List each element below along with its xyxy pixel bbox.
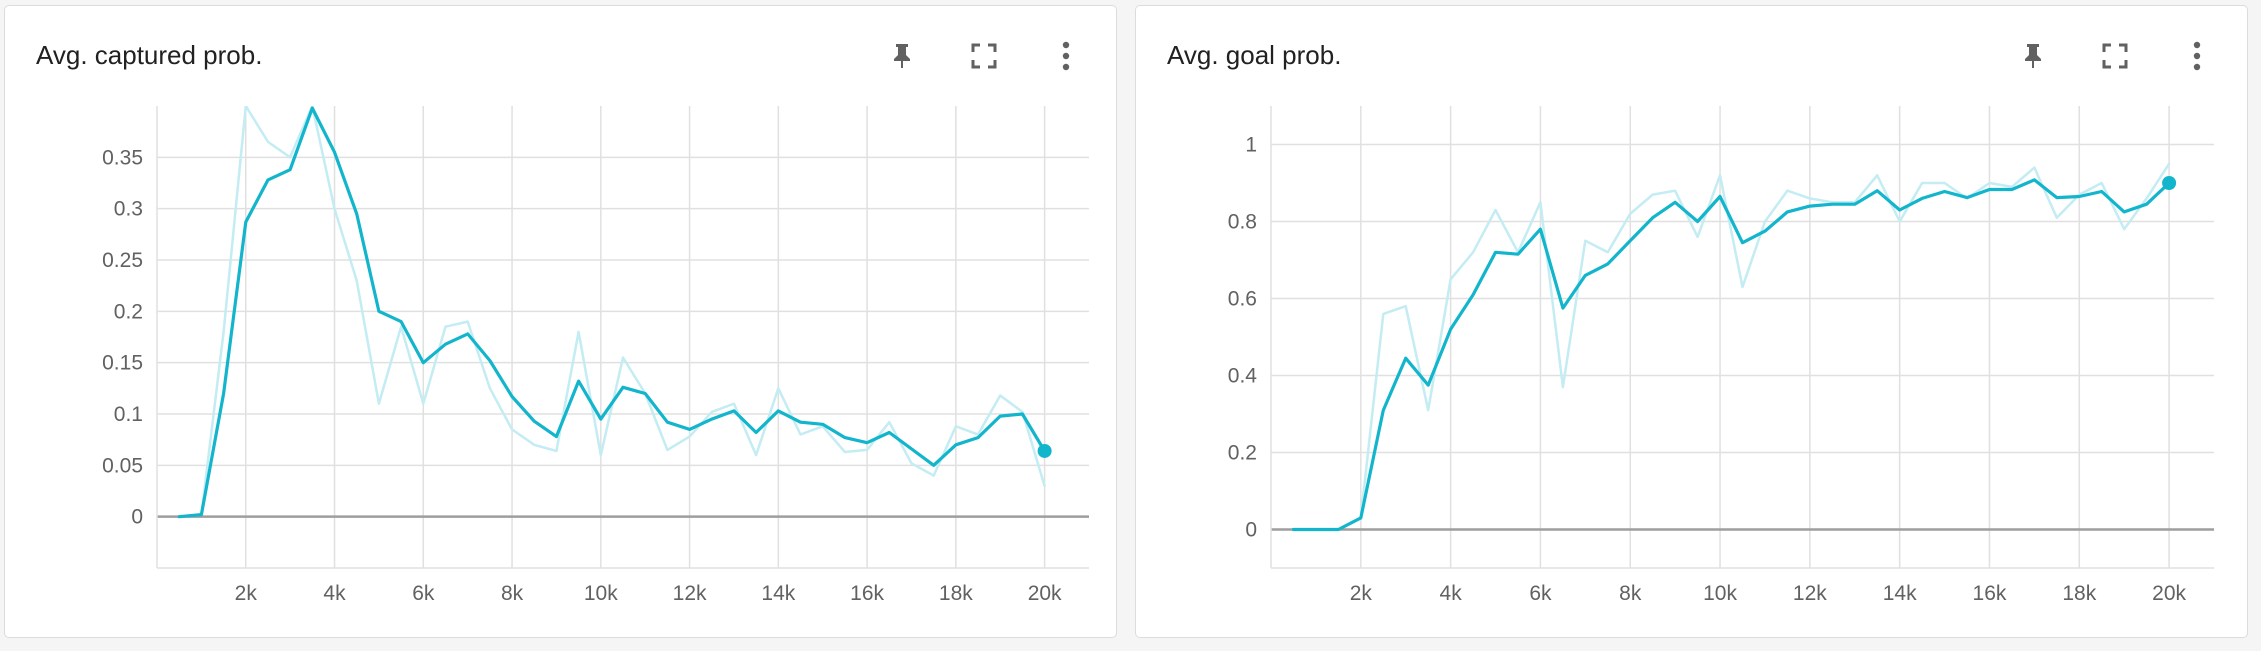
pin-icon[interactable]: [882, 36, 922, 76]
x-tick-label: 18k: [939, 582, 973, 605]
pin-icon[interactable]: [2013, 36, 2053, 76]
y-tick-label: 0.6: [1228, 288, 1257, 311]
y-tick-label: 0: [131, 506, 143, 529]
x-tick-label: 2k: [1350, 582, 1373, 605]
x-tick-label: 12k: [1793, 582, 1827, 605]
last-point-marker: [1037, 443, 1052, 458]
y-tick-label: 0.2: [114, 300, 143, 323]
y-tick-label: 0.15: [102, 352, 143, 375]
x-tick-label: 2k: [235, 582, 258, 605]
chart-goal-prob: 2k 4k 6k 8k 10k 12k 14k 16k 18k 20k 0 0.2 0.4 0.6 0.8 1: [1228, 106, 2214, 605]
raw-series-line: [1292, 162, 2171, 531]
y-tick-label: 0.05: [102, 454, 143, 477]
y-tick-label: 0: [1245, 519, 1257, 542]
chart-captured-prob: 2k 4k 6k 8k 10k 12k 14k 16k 18k 20k 0 0.05 0.1 0.15 0.…: [102, 106, 1089, 605]
x-tick-label: 20k: [2152, 582, 2186, 605]
x-tick-label: 12k: [673, 582, 707, 605]
last-point-marker: [2162, 176, 2177, 190]
scalar-card-captured-prob: Avg. captured prob. 2k 4k 6k 8k 10k 12k 14k 16k…: [4, 5, 1117, 638]
chart-title: Avg. goal prob.: [1167, 40, 1342, 70]
x-tick-label: 14k: [1883, 582, 1917, 605]
x-tick-label: 6k: [412, 582, 435, 605]
x-tick-label: 18k: [2062, 582, 2096, 605]
scalar-card-goal-prob: Avg. goal prob. 2k 4k 6k 8k 10k 12k 14k 16k 18k 2…: [1135, 5, 2248, 638]
x-tick-label: 16k: [850, 582, 884, 605]
raw-series-line: [177, 106, 1046, 518]
y-tick-label: 0.2: [1228, 442, 1257, 465]
x-tick-label: 8k: [1619, 582, 1642, 605]
fullscreen-icon[interactable]: [2095, 36, 2135, 76]
y-tick-label: 0.35: [102, 146, 143, 169]
x-tick-label: 10k: [1703, 582, 1737, 605]
y-tick-label: 0.1: [114, 403, 143, 426]
more-vert-icon[interactable]: [1046, 36, 1086, 76]
more-vert-icon[interactable]: [2177, 36, 2217, 76]
smoothed-series-line: [1291, 178, 2171, 532]
fullscreen-icon[interactable]: [964, 36, 1004, 76]
x-tick-label: 16k: [1973, 582, 2007, 605]
y-tick-label: 1: [1245, 134, 1257, 157]
y-tick-label: 0.25: [102, 249, 143, 272]
x-tick-label: 8k: [501, 582, 524, 605]
smoothed-series-line: [177, 106, 1047, 519]
x-tick-label: 4k: [1440, 582, 1463, 605]
y-tick-label: 0.4: [1228, 365, 1258, 388]
card-actions: [882, 36, 1086, 76]
x-tick-label: 4k: [323, 582, 346, 605]
x-tick-label: 6k: [1529, 582, 1552, 605]
x-tick-label: 10k: [584, 582, 618, 605]
x-tick-label: 14k: [761, 582, 795, 605]
x-tick-label: 20k: [1028, 582, 1062, 605]
y-tick-label: 0.3: [114, 198, 143, 221]
y-tick-label: 0.8: [1228, 211, 1257, 234]
card-actions: [2013, 36, 2217, 76]
chart-title: Avg. captured prob.: [36, 40, 263, 70]
